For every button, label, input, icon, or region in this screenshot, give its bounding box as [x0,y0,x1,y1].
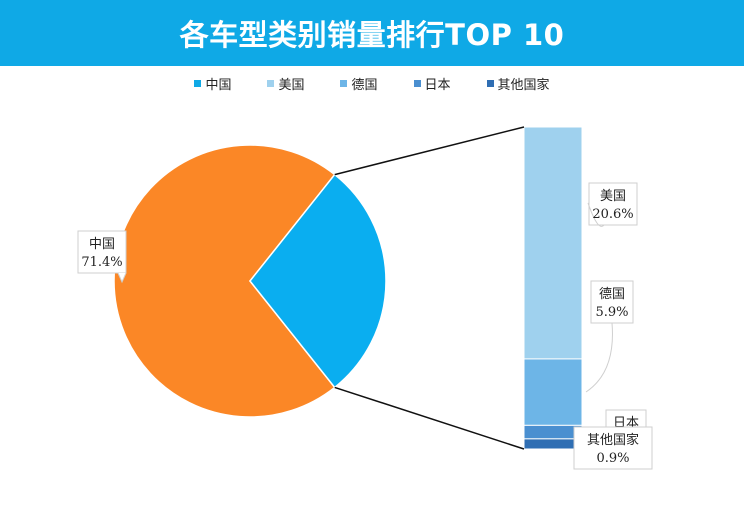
label-name-usa: 美国 [600,189,626,204]
connector-line-top [334,126,525,176]
label-value-germany: 5.9% [595,305,628,320]
label-name-china: 中国 [89,237,115,252]
legend-swatch-others [486,80,494,87]
chart-legend: 中国 美国 德国 日本 其他国家 [0,74,744,93]
pie-slice-china [113,144,336,418]
label-box-usa [588,182,638,226]
label-value-usa: 20.6% [592,207,633,222]
bar-segment-0 [523,126,583,360]
legend-label-usa: 美国 [278,78,305,93]
pie-slice-aggregate [249,173,387,389]
legend-swatch-china [194,80,202,87]
legend-item-japan: 日本 [413,74,451,93]
legend-label-china: 中国 [205,78,232,93]
legend-item-usa: 美国 [267,74,304,93]
legend-label-japan: 日本 [424,78,451,93]
label-box-others [573,426,653,470]
label-pointer-usa [587,202,605,227]
label-box-china [77,230,127,274]
legend-item-germany: 德国 [340,74,378,93]
label-value-china: 71.4% [81,255,122,270]
legend-label-others: 其他国家 [497,78,550,93]
label-name-others: 其他国家 [587,432,639,448]
label-pointer-germany [585,322,613,393]
legend-swatch-usa [267,80,275,87]
bar-segment-3 [523,438,583,450]
legend-label-germany: 德国 [351,78,378,93]
legend-item-china: 中国 [194,74,231,93]
bar-segment-2 [523,424,583,440]
legend-swatch-japan [413,80,421,87]
label-name-germany: 德国 [599,287,625,302]
label-value-others: 0.9% [596,451,629,466]
bar-segment-1 [523,358,583,426]
connector-line-bottom [334,386,525,450]
label-pointer-china [117,272,127,284]
chart-title-bar: 各车型类别销量排行TOP 10 [0,0,744,66]
legend-swatch-germany [340,80,348,87]
legend-item-others: 其他国家 [486,74,550,93]
chart-title: 各车型类别销量排行TOP 10 [179,18,565,52]
